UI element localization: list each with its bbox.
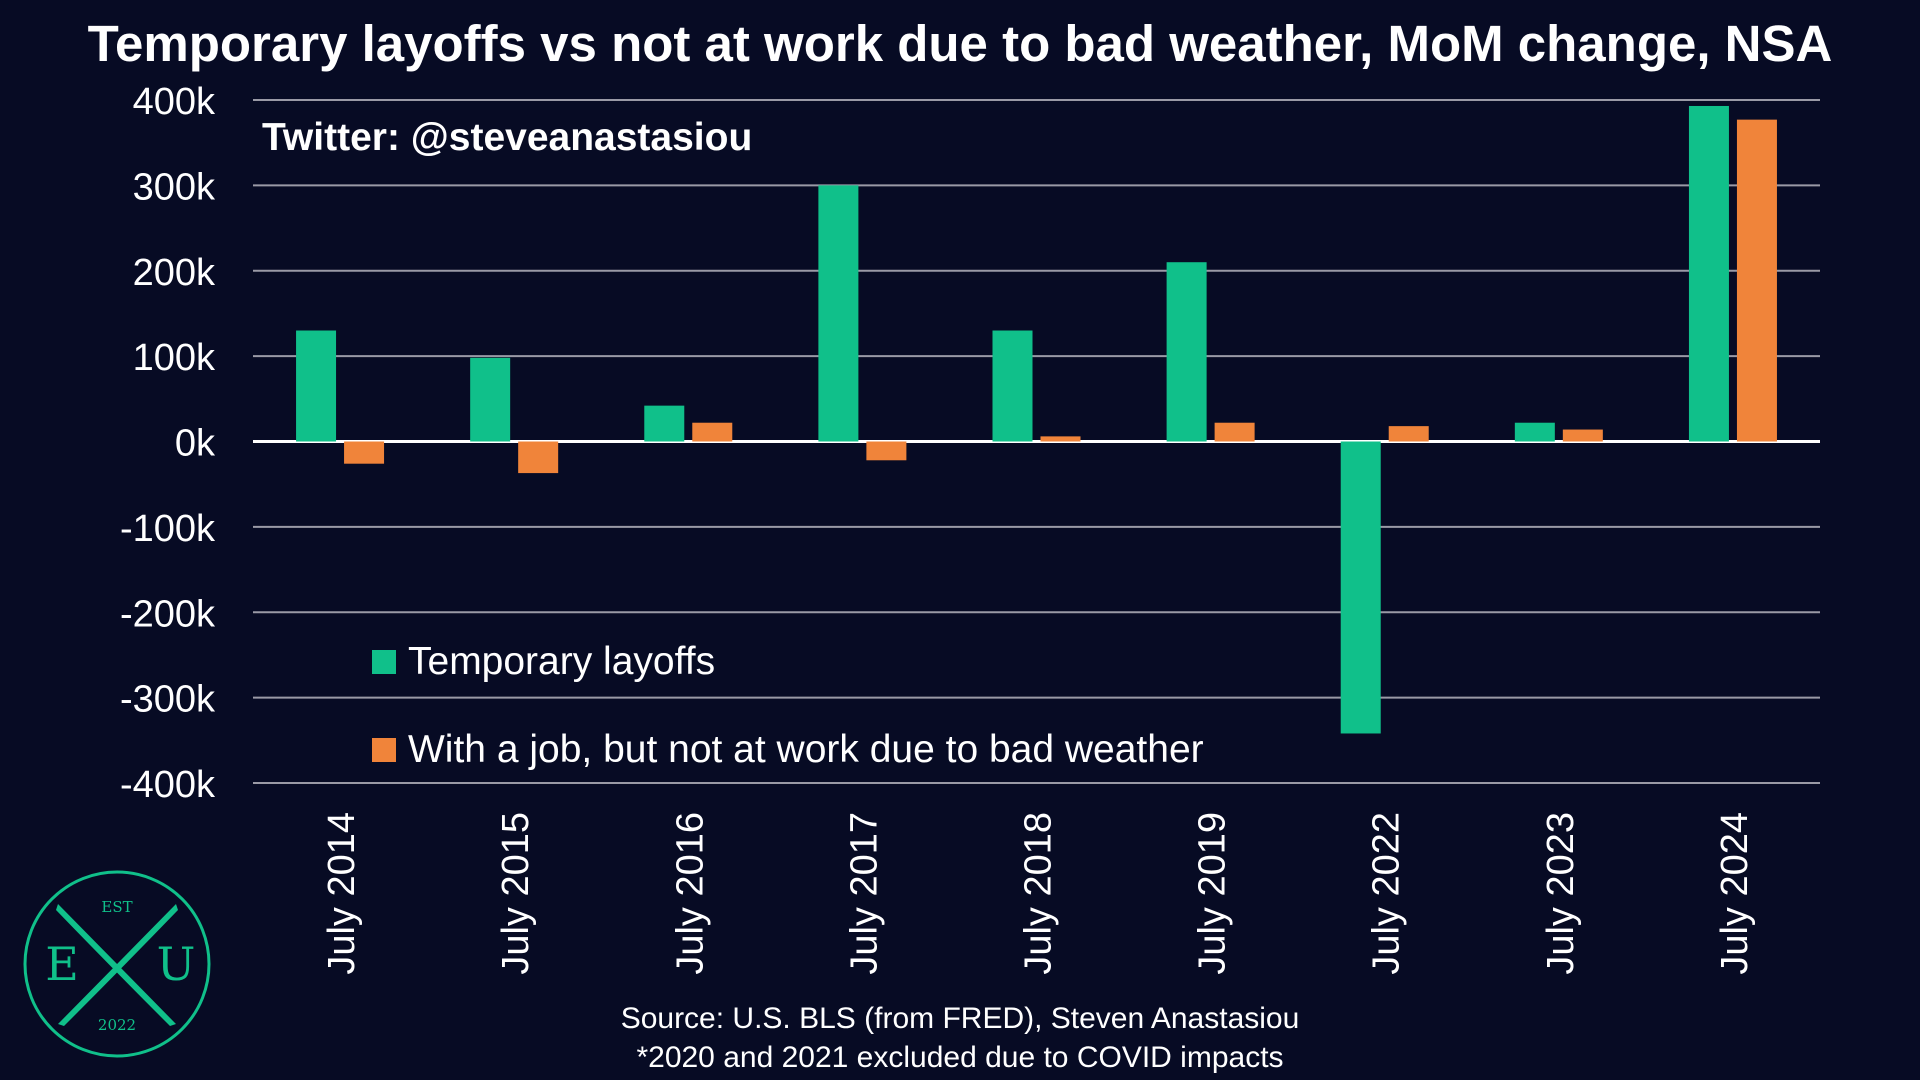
y-tick-label: -400k <box>120 764 216 806</box>
y-tick-label: -200k <box>120 593 216 635</box>
bar-bad-weather <box>344 441 385 464</box>
bar-temporary-layoffs <box>818 185 859 442</box>
bar-bad-weather <box>692 422 733 442</box>
legend-label-temporary-layoffs: Temporary layoffs <box>408 640 716 683</box>
x-tick-label: July 2023 <box>1540 812 1582 975</box>
bar-temporary-layoffs <box>1688 105 1729 442</box>
y-axis-ticks: 400k 300k 200k 100k 0k -100k -200k -300k -400k <box>120 81 216 806</box>
x-tick-label: July 2014 <box>321 812 363 975</box>
legend-swatch-bad-weather <box>372 738 396 762</box>
x-axis-ticks: July 2014 July 2015 July 2016 July 2017 July… <box>321 812 1756 975</box>
bar-temporary-layoffs <box>992 330 1033 442</box>
bars <box>296 105 1777 734</box>
bar-bad-weather <box>1040 436 1081 442</box>
bar-bad-weather <box>1214 422 1255 442</box>
grid-lines <box>253 99 1820 784</box>
x-tick-label: July 2016 <box>669 812 711 975</box>
y-tick-label: 400k <box>133 81 216 123</box>
logo-year-text: 2022 <box>98 1016 136 1034</box>
bar-temporary-layoffs <box>1166 262 1207 442</box>
x-tick-label: July 2019 <box>1192 812 1234 975</box>
logo-u-letter: U <box>157 937 196 991</box>
y-tick-label: -300k <box>120 679 216 721</box>
bar-temporary-layoffs <box>1514 422 1555 442</box>
logo-slash-2 <box>58 904 178 1026</box>
legend-item-bad-weather: With a job, but not at work due to bad w… <box>372 728 1204 772</box>
y-tick-label: 200k <box>133 252 216 294</box>
x-tick-label: July 2017 <box>843 812 885 975</box>
exu-logo: EST E U 2022 <box>23 870 211 1058</box>
bar-temporary-layoffs <box>470 357 511 442</box>
legend-swatch-temporary-layoffs <box>372 650 396 674</box>
legend-label-bad-weather: With a job, but not at work due to bad w… <box>408 728 1204 771</box>
x-tick-label: July 2022 <box>1366 812 1408 975</box>
bar-temporary-layoffs <box>644 405 685 442</box>
bar-bad-weather <box>518 441 559 474</box>
bar-bad-weather <box>866 441 907 461</box>
x-tick-label: July 2024 <box>1714 812 1756 975</box>
y-tick-label: 100k <box>133 337 216 379</box>
x-tick-label: July 2018 <box>1018 812 1060 975</box>
twitter-handle-watermark: Twitter: @steveanastasiou <box>262 116 753 159</box>
legend-item-temporary-layoffs: Temporary layoffs <box>372 640 715 684</box>
bar-temporary-layoffs <box>1340 441 1381 734</box>
covid-exclusion-note: *2020 and 2021 excluded due to COVID imp… <box>636 1041 1284 1074</box>
chart-title: Temporary layoffs vs not at work due to … <box>87 15 1833 72</box>
logo-circle <box>23 870 211 1058</box>
logo-slash-1 <box>56 904 176 1026</box>
x-tick-label: July 2015 <box>495 812 537 975</box>
logo-e-letter: E <box>45 937 79 991</box>
y-tick-label: 0k <box>175 423 216 465</box>
bar-bad-weather <box>1388 426 1429 442</box>
y-tick-label: -100k <box>120 508 216 550</box>
bar-bad-weather <box>1736 119 1777 442</box>
bar-bad-weather <box>1562 429 1603 442</box>
bar-temporary-layoffs <box>296 330 337 442</box>
y-tick-label: 300k <box>133 166 216 208</box>
logo-est-text: EST <box>101 898 132 916</box>
source-note: Source: U.S. BLS (from FRED), Steven Ana… <box>620 1002 1300 1035</box>
